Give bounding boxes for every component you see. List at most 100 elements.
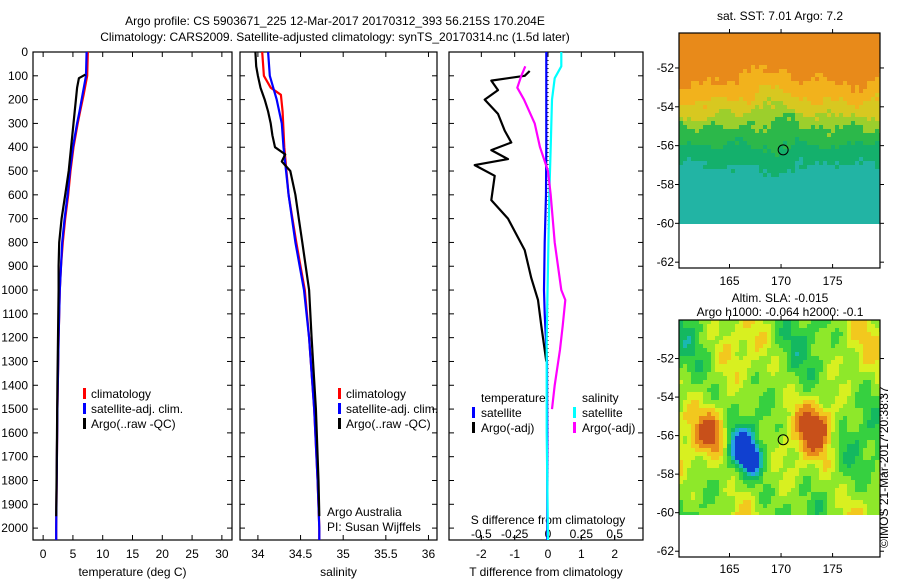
figure-svg: Argo profile: CS 5903671_225 12-Mar-2017… [0,0,900,580]
sst-map-title: sat. SST: 7.01 Argo: 7.2 [717,9,843,23]
x-tick-label: 34.5 [289,547,313,561]
x-tick-label: 36 [422,547,436,561]
argo-position-marker [778,435,788,445]
y-tick-label: 600 [8,188,28,202]
y-tick-label: 1200 [1,331,28,345]
y-tick-label: 2000 [1,521,28,535]
legend-swatch [472,407,475,418]
x-tick-label: 15 [126,547,140,561]
y-tick-label: 1400 [1,378,28,392]
map-x-tick-label: 170 [771,274,791,288]
x-tick-label: 25 [185,547,199,561]
y-tick-label: 900 [8,259,28,273]
x-tick-label: 1 [578,547,585,561]
map-y-tick-label: -56 [657,139,675,153]
map-x-tick-label: 175 [823,274,843,288]
figure-title-line2: Climatology: CARS2009. Satellite-adjuste… [100,30,570,44]
legend-label: climatology [91,387,151,401]
x-tick-label: 35.5 [374,547,398,561]
legend-title: temperature [481,391,546,405]
map-y-tick-label: -62 [657,255,675,269]
y-tick-label: 400 [8,140,28,154]
panel-frame [240,52,437,540]
x-axis-label: T difference from climatology [469,565,623,579]
legend-swatch [573,407,576,418]
map-x-tick-label: 165 [719,274,739,288]
series-line-t-argo-adj- [475,71,547,362]
y-tick-label: 1700 [1,450,28,464]
map-x-tick-label: 170 [771,562,791,576]
x-tick-label: 34 [251,547,265,561]
legend-label: satellite [481,406,522,420]
series-line-s-argo-adj- [517,66,565,409]
y-tick-label: 1500 [1,402,28,416]
map-y-tick-label: -52 [657,61,675,75]
x-tick-label: 2 [611,547,618,561]
x2-tick-label: -0.5 [471,527,492,541]
y-tick-label: 300 [8,116,28,130]
legend-swatch [83,403,86,414]
legend-swatch [338,403,341,414]
legend-swatch [83,418,86,429]
x2-tick-label: 0.5 [606,527,623,541]
y-tick-label: 1100 [2,307,28,321]
x-tick-label: 30 [215,547,229,561]
x-tick-label: -2 [476,547,487,561]
map-frame [679,320,880,557]
map-y-tick-label: -62 [657,544,675,558]
x-tick-label: 5 [70,547,77,561]
figure-title-line1: Argo profile: CS 5903671_225 12-Mar-2017… [125,14,545,28]
map-y-tick-label: -54 [657,100,675,114]
annotation-text: Argo Australia [327,505,402,519]
legend-label: climatology [346,387,406,401]
legend-label: Argo(-adj) [582,421,635,435]
map-y-tick-label: -58 [657,467,675,481]
y-tick-label: 1300 [1,354,28,368]
x-axis-label: salinity [320,565,357,579]
legend-swatch [83,388,86,399]
y-tick-label: 1000 [1,283,28,297]
map-frame [679,33,880,268]
copyright-text: ©IMOS 21-Mar-2017 20:38:37 [877,386,891,548]
legend-title: salinity [582,391,619,405]
y-tick-label: 0 [21,45,28,59]
series-line-climatology [56,52,88,540]
map-y-tick-label: -56 [657,429,675,443]
x2-tick-label: -0.25 [501,527,529,541]
x-tick-label: -1 [509,547,520,561]
y-tick-label: 800 [8,235,28,249]
x2-tick-label: 0.25 [570,527,594,541]
series-line-satellite-adj-clim- [268,52,319,540]
legend-swatch [338,418,341,429]
map-y-tick-label: -60 [657,216,675,230]
legend-swatch [573,422,576,433]
series-line-argo-raw-qc- [255,52,319,516]
legend-swatch [472,422,475,433]
legend-label: Argo(..raw -QC) [91,417,176,431]
map-y-tick-label: -52 [657,352,675,366]
legend-label: satellite [582,406,623,420]
legend-label: satellite-adj. clim. [91,402,183,416]
legend-label: Argo(-adj) [481,421,534,435]
legend-label: Argo(..raw -QC) [346,417,431,431]
annotation-text: PI: Susan Wijffels [327,520,421,534]
map-x-tick-label: 175 [823,562,843,576]
y-tick-label: 1600 [1,426,28,440]
y-tick-label: 500 [8,164,28,178]
argo-position-marker [778,145,788,155]
map-x-tick-label: 165 [719,562,739,576]
map-y-tick-label: -60 [657,506,675,520]
legend-label: satellite-adj. clim. [346,402,438,416]
legend-swatch [338,388,341,399]
x-axis-label: temperature (deg C) [78,565,186,579]
panel-frame [33,52,232,540]
map-y-tick-label: -58 [657,177,675,191]
x-tick-label: 20 [156,547,170,561]
y-tick-label: 200 [8,93,28,107]
y-tick-label: 1800 [1,473,28,487]
series-line-s-satellite [547,52,562,540]
sla-map-title: Altim. SLA: -0.015 [732,291,829,305]
argo-profile-figure: Argo profile: CS 5903671_225 12-Mar-2017… [0,0,900,580]
series-line-satellite-adj-clim- [56,52,86,540]
sla-map-subtitle: Argo h1000: -0.064 h2000: -0.1 [697,305,864,319]
